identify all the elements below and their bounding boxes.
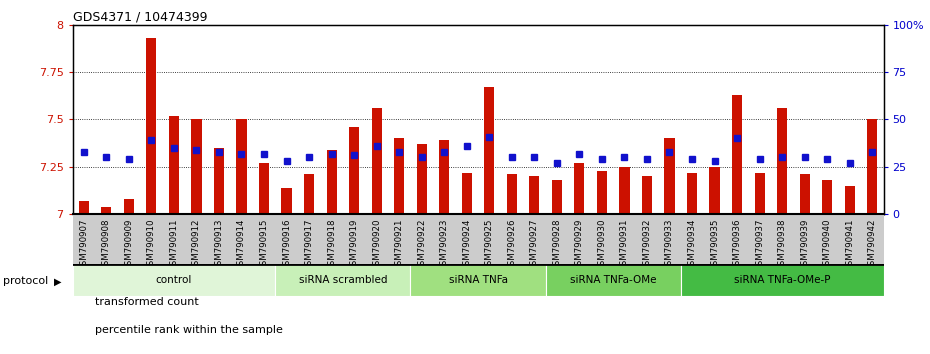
- Bar: [664, 138, 674, 214]
- Bar: [394, 138, 405, 214]
- Text: GSM790907: GSM790907: [79, 218, 88, 271]
- Text: GSM790927: GSM790927: [530, 218, 538, 271]
- Text: GSM790919: GSM790919: [350, 218, 359, 270]
- Bar: [507, 175, 517, 214]
- Text: GSM790918: GSM790918: [327, 218, 336, 271]
- Text: GSM790908: GSM790908: [101, 218, 111, 271]
- Text: GSM790937: GSM790937: [755, 218, 764, 271]
- Bar: [597, 171, 607, 214]
- Bar: [275, 264, 410, 296]
- Bar: [214, 148, 224, 214]
- Text: GSM790942: GSM790942: [868, 218, 877, 271]
- Bar: [551, 180, 562, 214]
- Text: GSM790910: GSM790910: [147, 218, 156, 271]
- Text: transformed count: transformed count: [95, 297, 199, 307]
- Text: GSM790920: GSM790920: [372, 218, 381, 271]
- Bar: [687, 172, 698, 214]
- Text: GSM790934: GSM790934: [687, 218, 697, 271]
- Text: GSM790939: GSM790939: [800, 218, 809, 270]
- Bar: [619, 167, 630, 214]
- Bar: [777, 108, 787, 214]
- Bar: [192, 120, 202, 214]
- Bar: [867, 120, 877, 214]
- Bar: [236, 120, 246, 214]
- Text: GSM790936: GSM790936: [733, 218, 741, 271]
- Text: GSM790912: GSM790912: [192, 218, 201, 271]
- Bar: [282, 188, 292, 214]
- Bar: [146, 38, 156, 214]
- Bar: [681, 264, 884, 296]
- Text: GSM790915: GSM790915: [259, 218, 269, 271]
- Bar: [124, 199, 134, 214]
- Bar: [259, 163, 269, 214]
- Bar: [754, 172, 764, 214]
- Text: GSM790926: GSM790926: [507, 218, 516, 271]
- Bar: [485, 87, 495, 214]
- Bar: [410, 264, 546, 296]
- Bar: [642, 176, 652, 214]
- Bar: [710, 167, 720, 214]
- Bar: [101, 207, 112, 214]
- Text: GSM790935: GSM790935: [710, 218, 719, 271]
- Bar: [79, 201, 89, 214]
- Text: siRNA scrambled: siRNA scrambled: [299, 275, 387, 285]
- Bar: [575, 163, 584, 214]
- Text: GDS4371 / 10474399: GDS4371 / 10474399: [73, 11, 207, 24]
- Text: GSM790930: GSM790930: [597, 218, 606, 271]
- Text: GSM790917: GSM790917: [304, 218, 313, 271]
- Text: GSM790932: GSM790932: [643, 218, 652, 271]
- Bar: [304, 175, 314, 214]
- Text: protocol: protocol: [3, 276, 48, 286]
- Bar: [417, 144, 427, 214]
- Text: GSM790941: GSM790941: [845, 218, 855, 271]
- Text: GSM790922: GSM790922: [418, 218, 426, 271]
- Text: GSM790916: GSM790916: [282, 218, 291, 271]
- Text: siRNA TNFa-OMe-P: siRNA TNFa-OMe-P: [734, 275, 830, 285]
- Text: GSM790909: GSM790909: [125, 218, 133, 270]
- Bar: [372, 108, 381, 214]
- Text: control: control: [155, 275, 193, 285]
- Text: siRNA TNFa-OMe: siRNA TNFa-OMe: [570, 275, 657, 285]
- Bar: [73, 264, 275, 296]
- Bar: [546, 264, 681, 296]
- Bar: [439, 140, 449, 214]
- Text: GSM790911: GSM790911: [169, 218, 179, 271]
- Text: GSM790924: GSM790924: [462, 218, 472, 271]
- Bar: [800, 175, 810, 214]
- Text: siRNA TNFa: siRNA TNFa: [448, 275, 508, 285]
- Text: percentile rank within the sample: percentile rank within the sample: [95, 325, 283, 335]
- Bar: [461, 172, 472, 214]
- Text: GSM790938: GSM790938: [777, 218, 787, 271]
- Text: GSM790940: GSM790940: [823, 218, 831, 271]
- Bar: [169, 116, 179, 214]
- Text: GSM790921: GSM790921: [394, 218, 404, 271]
- Text: GSM790929: GSM790929: [575, 218, 584, 270]
- Text: GSM790933: GSM790933: [665, 218, 674, 271]
- Text: ▶: ▶: [54, 276, 61, 286]
- Text: GSM790914: GSM790914: [237, 218, 246, 271]
- Bar: [844, 186, 855, 214]
- Bar: [529, 176, 539, 214]
- Text: GSM790931: GSM790931: [620, 218, 629, 271]
- Text: GSM790928: GSM790928: [552, 218, 562, 271]
- Bar: [822, 180, 832, 214]
- Bar: [349, 127, 359, 214]
- Text: GSM790923: GSM790923: [440, 218, 449, 271]
- Bar: [732, 95, 742, 214]
- Bar: [326, 150, 337, 214]
- Text: GSM790925: GSM790925: [485, 218, 494, 271]
- Text: GSM790913: GSM790913: [215, 218, 223, 271]
